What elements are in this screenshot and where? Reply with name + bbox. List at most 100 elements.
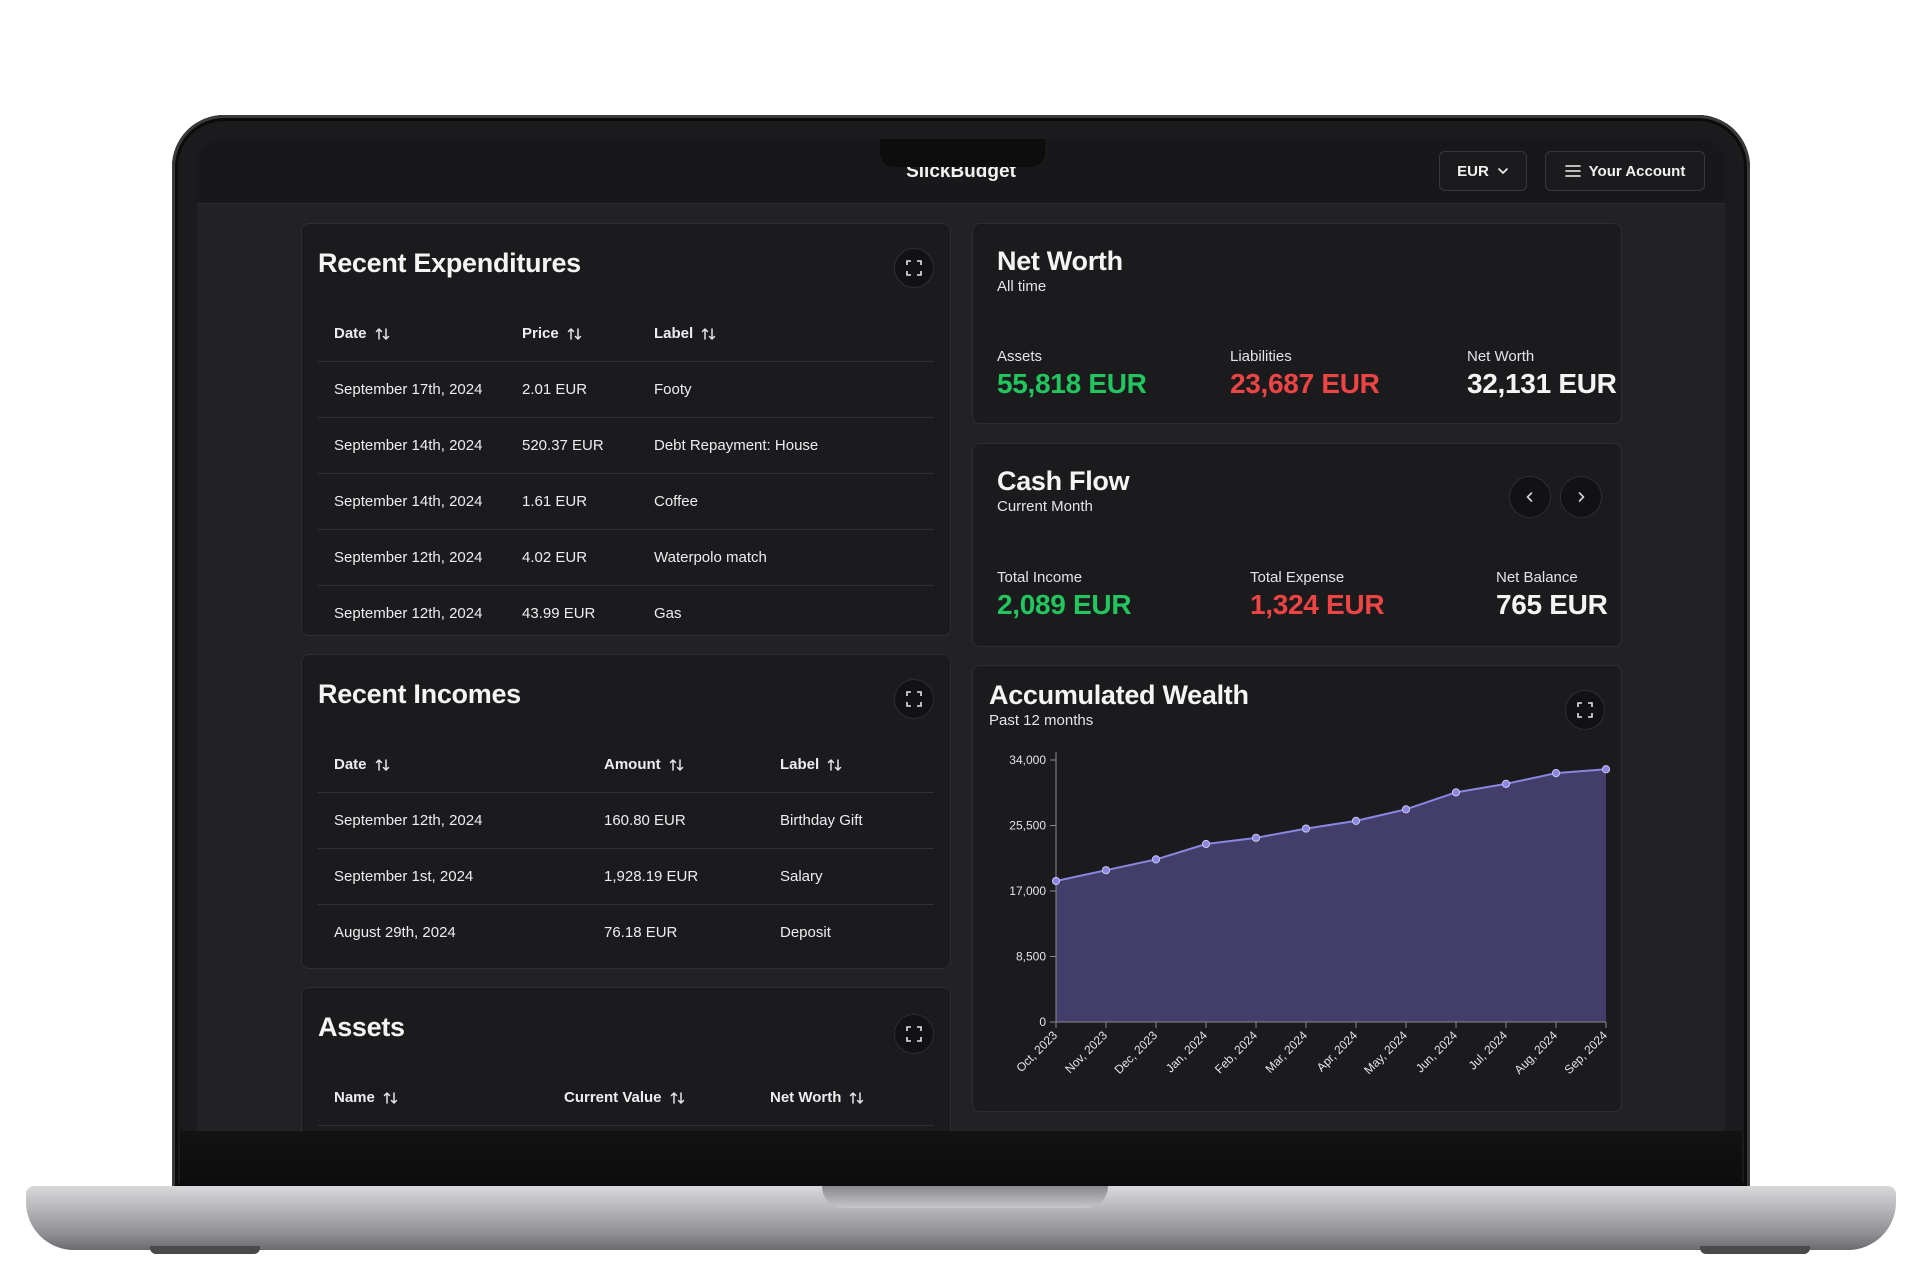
- expand-incomes-button[interactable]: [894, 679, 934, 719]
- assets-card: Assets Name Current Value Net Worth: [301, 987, 951, 1131]
- laptop-foot: [150, 1246, 260, 1254]
- cell-price: 2.01 EUR: [522, 381, 588, 398]
- account-button[interactable]: Your Account: [1545, 151, 1705, 191]
- cell-label: Coffee: [654, 493, 698, 510]
- cell-label: Footy: [654, 381, 692, 398]
- chart-x-tick-label: Nov, 2023: [1062, 1028, 1110, 1076]
- chart-x-tick-label: Dec, 2023: [1112, 1028, 1161, 1077]
- sort-icon: [383, 1091, 398, 1104]
- assets-title: Assets: [318, 1012, 405, 1042]
- cell-label: Gas: [654, 605, 682, 622]
- table-row[interactable]: August 29th, 2024 76.18 EUR Deposit: [318, 905, 934, 960]
- total-income-value: 2,089 EUR: [997, 589, 1132, 620]
- table-row[interactable]: September 12th, 2024 43.99 EUR Gas: [318, 586, 934, 641]
- chart-y-tick-label: 0: [1039, 1015, 1046, 1029]
- column-header-current-value[interactable]: Current Value: [564, 1070, 686, 1125]
- cell-label: Deposit: [780, 924, 831, 941]
- chart-point: [1101, 866, 1111, 875]
- wealth-subtitle: Past 12 months: [989, 712, 1094, 729]
- expenditures-table: Date Price Label September 17th, 2024 2.…: [318, 306, 934, 641]
- chart-point: [1501, 779, 1511, 788]
- account-label: Your Account: [1588, 162, 1686, 180]
- incomes-title: Recent Incomes: [318, 679, 521, 709]
- net-worth-subtitle: All time: [997, 278, 1047, 295]
- expenditures-card: Recent Expenditures Date Price Label Sep…: [301, 223, 951, 636]
- column-header-name[interactable]: Name: [334, 1070, 399, 1125]
- chart-point: [1451, 788, 1461, 797]
- table-row[interactable]: September 12th, 2024 4.02 EUR Waterpolo …: [318, 530, 934, 586]
- sort-icon: [669, 758, 683, 771]
- currency-select[interactable]: EUR: [1439, 151, 1527, 191]
- column-header-amount[interactable]: Amount: [604, 737, 685, 792]
- prev-month-button[interactable]: [1509, 476, 1551, 518]
- cell-amount: 1,928.19 EUR: [604, 868, 699, 885]
- currency-label: EUR: [1457, 162, 1489, 180]
- table-row[interactable]: September 1st, 2024 1,928.19 EUR Salary: [318, 849, 934, 905]
- liabilities-label: Liabilities: [1230, 348, 1292, 365]
- table-row[interactable]: September 17th, 2024 2.01 EUR Footy: [318, 362, 934, 418]
- total-expense-value: 1,324 EUR: [1250, 589, 1385, 620]
- assets-table: Name Current Value Net Worth: [318, 1070, 934, 1126]
- net-worth-value: 32,131 EUR: [1467, 368, 1617, 399]
- chart-x-tick-label: Jan, 2024: [1163, 1028, 1210, 1075]
- wealth-title: Accumulated Wealth: [989, 680, 1249, 710]
- chart-x-tick-label: Apr, 2024: [1314, 1028, 1360, 1074]
- column-header-label[interactable]: Label: [780, 737, 843, 792]
- net-worth-card: Net Worth All time Assets 55,818 EUR Lia…: [972, 223, 1622, 424]
- chart-point: [1401, 805, 1411, 814]
- expand-icon: [1577, 702, 1593, 718]
- table-header: Date Amount Label: [318, 737, 934, 793]
- chart-y-tick-label: 25,500: [1009, 819, 1046, 833]
- chart-x-tick-label: Jul, 2024: [1466, 1028, 1511, 1073]
- incomes-table: Date Amount Label September 12th, 2024 1…: [318, 737, 934, 960]
- next-month-button[interactable]: [1560, 476, 1602, 518]
- assets-value: 55,818 EUR: [997, 368, 1147, 399]
- table-row[interactable]: September 14th, 2024 1.61 EUR Coffee: [318, 474, 934, 530]
- table-row[interactable]: September 14th, 2024 520.37 EUR Debt Rep…: [318, 418, 934, 474]
- net-balance-label: Net Balance: [1496, 569, 1578, 586]
- chart-series-line: [1055, 768, 1607, 882]
- cell-date: September 12th, 2024: [334, 605, 483, 622]
- expand-expenditures-button[interactable]: [894, 248, 934, 288]
- chart-area: [1056, 769, 1606, 1022]
- chart-x-tick-label: Feb, 2024: [1212, 1028, 1260, 1076]
- chart-point: [1151, 855, 1161, 864]
- expand-assets-button[interactable]: [894, 1014, 934, 1054]
- expand-wealth-button[interactable]: [1565, 690, 1605, 730]
- table-row[interactable]: September 12th, 2024 160.80 EUR Birthday…: [318, 793, 934, 849]
- cash-flow-card: Cash Flow Current Month Total Income 2,0…: [972, 443, 1622, 647]
- sort-icon: [850, 1091, 864, 1104]
- column-header-date[interactable]: Date: [334, 737, 391, 792]
- sort-icon: [567, 327, 581, 340]
- table-header: Name Current Value Net Worth: [318, 1070, 934, 1126]
- sort-icon: [375, 758, 389, 771]
- net-worth-title: Net Worth: [997, 246, 1123, 276]
- cell-label: Birthday Gift: [780, 812, 863, 829]
- cell-date: September 12th, 2024: [334, 812, 483, 829]
- chart-point: [1251, 833, 1261, 842]
- cell-date: September 12th, 2024: [334, 549, 483, 566]
- laptop-foot: [1700, 1246, 1810, 1254]
- wealth-card: Accumulated Wealth Past 12 months 0 8,500…: [972, 665, 1622, 1112]
- cell-price: 4.02 EUR: [522, 549, 588, 566]
- cell-amount: 160.80 EUR: [604, 812, 686, 829]
- cell-price: 43.99 EUR: [522, 605, 596, 622]
- expand-icon: [906, 1026, 922, 1042]
- laptop-bezel: [180, 1131, 1742, 1189]
- chevron-left-icon: [1526, 492, 1533, 502]
- cell-date: September 17th, 2024: [334, 381, 483, 398]
- column-header-net-worth[interactable]: Net Worth: [770, 1070, 865, 1125]
- expand-icon: [906, 691, 922, 707]
- column-header-label[interactable]: Label: [654, 306, 717, 361]
- chart-y-tick-label: 34,000: [1009, 753, 1046, 767]
- column-header-price[interactable]: Price: [522, 306, 583, 361]
- incomes-card: Recent Incomes Date Amount Label Septemb…: [301, 654, 951, 969]
- net-balance-value: 765 EUR: [1496, 589, 1608, 620]
- cell-label: Salary: [780, 868, 823, 885]
- cell-label: Waterpolo match: [654, 549, 767, 566]
- assets-label: Assets: [997, 348, 1043, 365]
- chart-point: [1201, 839, 1211, 849]
- column-header-date[interactable]: Date: [334, 306, 391, 361]
- laptop-base-groove: [822, 1186, 1108, 1208]
- chart-point: [1551, 769, 1561, 778]
